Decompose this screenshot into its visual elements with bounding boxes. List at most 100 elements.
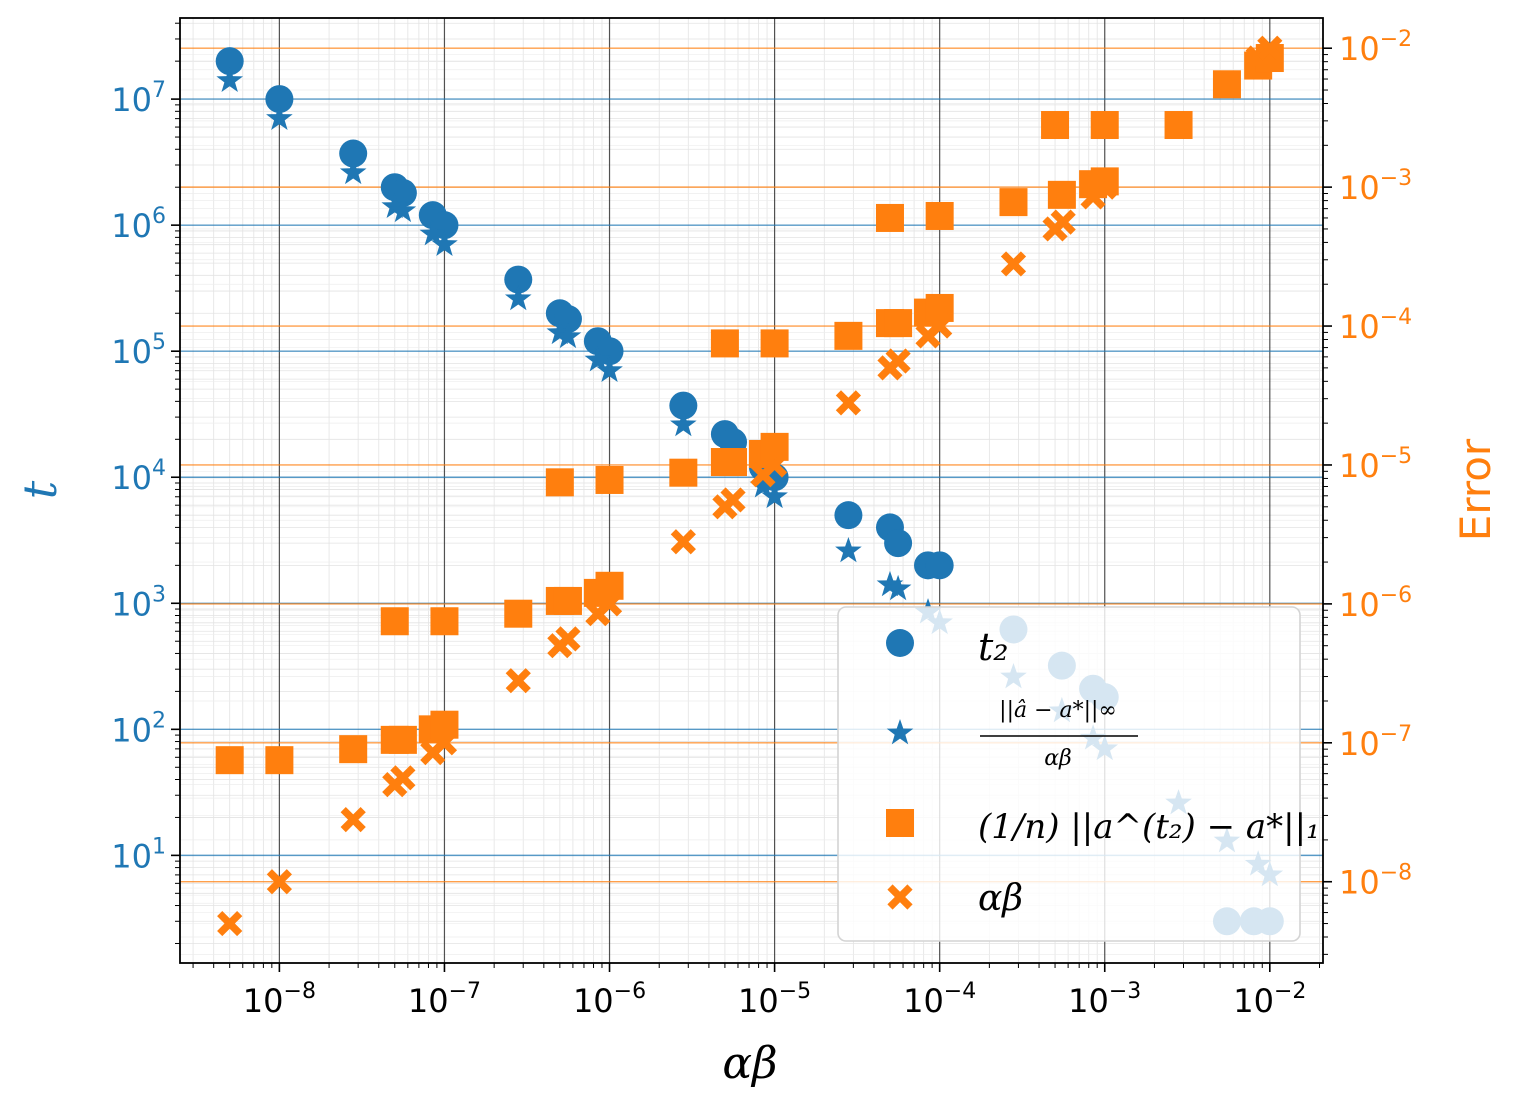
x-axis-label: αβ	[722, 1038, 777, 1089]
y-left-tick-label-exponent: 3	[152, 582, 166, 607]
y-right-tick-label-exponent: −8	[1380, 861, 1412, 886]
y-left-tick-label-base: 10	[111, 837, 152, 875]
y-right-tick-label: 10−6	[1339, 583, 1412, 624]
x-tick-label: 10−8	[243, 979, 316, 1020]
y-left-tick-label-exponent: 5	[152, 330, 166, 355]
t2-point	[265, 85, 294, 114]
l1-error-square-point	[834, 321, 863, 350]
l1-error-square-point	[875, 203, 904, 232]
y-right-tick-label: 10−2	[1339, 27, 1412, 68]
y-right-tick-label: 10−5	[1339, 444, 1412, 485]
y-right-tick-label-base: 10	[1339, 30, 1380, 68]
y-right-tick-label-exponent: −2	[1380, 27, 1412, 52]
alpha-beta-x-point	[835, 390, 862, 416]
ratio-star-point	[504, 284, 532, 311]
ratio-star-point	[546, 318, 574, 345]
t2-point	[504, 265, 533, 294]
legend-marker-alpha-beta-x-point	[887, 884, 913, 910]
y-right-tick-label-base: 10	[1339, 725, 1380, 763]
y-right-tick-label-exponent: −6	[1380, 583, 1412, 608]
y-right-tick-label-base: 10	[1339, 864, 1380, 902]
alpha-beta-x-point	[340, 807, 366, 833]
x-tick-label: 10−6	[573, 979, 646, 1020]
l1-error-square-point	[1090, 111, 1119, 140]
legend-label-l1-error: (1/n) ||a^(t₂) − a*||₁	[978, 807, 1320, 847]
l1-error-square-point	[595, 465, 624, 494]
y-left-tick-label: 103	[111, 582, 166, 623]
l1-error-square-point	[380, 607, 409, 636]
ratio-star-point	[431, 230, 458, 256]
x-tick-label-exponent: −6	[614, 979, 646, 1004]
ratio-star-point	[749, 472, 777, 498]
y-right-tick-label-base: 10	[1339, 308, 1380, 346]
y-left-tick-label: 102	[111, 708, 166, 749]
alpha-beta-x-point	[555, 626, 581, 652]
t2-point	[884, 529, 913, 558]
ratio-star-point	[761, 482, 788, 509]
ratio-star-point	[884, 574, 912, 601]
ratio-star-point	[389, 196, 417, 223]
axes-frame	[179, 17, 1324, 964]
y-left-tick-label: 104	[111, 456, 166, 497]
alpha-beta-x-point	[1000, 251, 1027, 277]
t2-point	[339, 139, 368, 168]
x-tick-label: 10−3	[1068, 979, 1141, 1020]
legend-box	[837, 606, 1301, 942]
y-left-tick-label-base: 10	[111, 459, 152, 497]
x-tick-label-base: 10	[243, 982, 284, 1020]
y-right-tick-label-exponent: −3	[1380, 166, 1412, 191]
t2-point	[834, 501, 863, 530]
l1-error-square-point	[553, 586, 582, 615]
alpha-beta-x-point	[505, 668, 531, 694]
alpha-beta-x-point	[885, 348, 911, 374]
tick-labels: 10−8 10−7 10−6 10−5 10−4 10−3 10−2101102103104…	[111, 27, 1412, 1020]
y-left-tick-label-base: 10	[111, 81, 152, 119]
alpha-beta-x-point	[1165, 112, 1192, 138]
x-tick-label-base: 10	[573, 982, 614, 1020]
x-tick-label-base: 10	[1233, 982, 1274, 1020]
l1-error-square-point	[999, 188, 1028, 217]
x-tick-label-exponent: −8	[284, 979, 316, 1004]
ratio-star-point	[419, 220, 447, 246]
legend-marker-l1-error-square-point	[886, 809, 914, 837]
l1-error-square-point	[760, 329, 789, 358]
l1-error-square-point	[884, 309, 913, 338]
alpha-beta-x-point	[390, 765, 416, 791]
l1-error-square-point	[710, 329, 739, 358]
l1-error-square-point	[265, 746, 294, 775]
legend-label-ratio-denominator: αβ	[1044, 746, 1072, 771]
ratio-star-point	[835, 536, 862, 563]
l1-error-square-point	[719, 448, 748, 477]
x-tick-label-base: 10	[738, 982, 779, 1020]
ratio-star-point	[670, 410, 697, 437]
y-left-tick-label-base: 10	[111, 711, 152, 749]
l1-error-square-point	[430, 607, 459, 636]
alpha-beta-x-point	[1050, 209, 1076, 235]
alpha-beta-x-point	[720, 487, 746, 513]
y-left-tick-label-exponent: 1	[152, 834, 166, 859]
y-right-tick-label-exponent: −5	[1380, 444, 1412, 469]
alpha-beta-x-point	[1257, 35, 1283, 61]
alpha-beta-x-point	[670, 529, 696, 555]
x-tick-label: 10−4	[903, 979, 976, 1020]
alpha-beta-x-point	[1092, 174, 1118, 200]
legend-label-alpha-beta: αβ	[978, 878, 1023, 919]
y-left-axis-label: t	[13, 480, 67, 499]
legend-label-ratio-numerator: ||â − a*||∞	[999, 698, 1117, 723]
y-left-tick-label-exponent: 6	[152, 204, 166, 229]
t2-point	[215, 47, 244, 76]
x-tick-label-base: 10	[1068, 982, 1109, 1020]
l1-error-square-point	[925, 201, 954, 230]
ratio-star-point	[596, 356, 623, 383]
y-right-axis-label: Error	[1451, 438, 1500, 541]
y-right-tick-label: 10−7	[1339, 722, 1412, 763]
alpha-beta-x-point	[927, 313, 953, 339]
ratio-star-point	[339, 158, 367, 185]
t2-point	[925, 551, 954, 580]
y-right-tick-label: 10−8	[1339, 861, 1412, 902]
legend-marker-ratio-star-point	[886, 719, 914, 745]
t2-point	[669, 391, 698, 420]
l1-error-square-point	[388, 725, 417, 754]
ratio-star-point	[584, 346, 612, 372]
x-tick-label-exponent: −2	[1274, 979, 1306, 1004]
